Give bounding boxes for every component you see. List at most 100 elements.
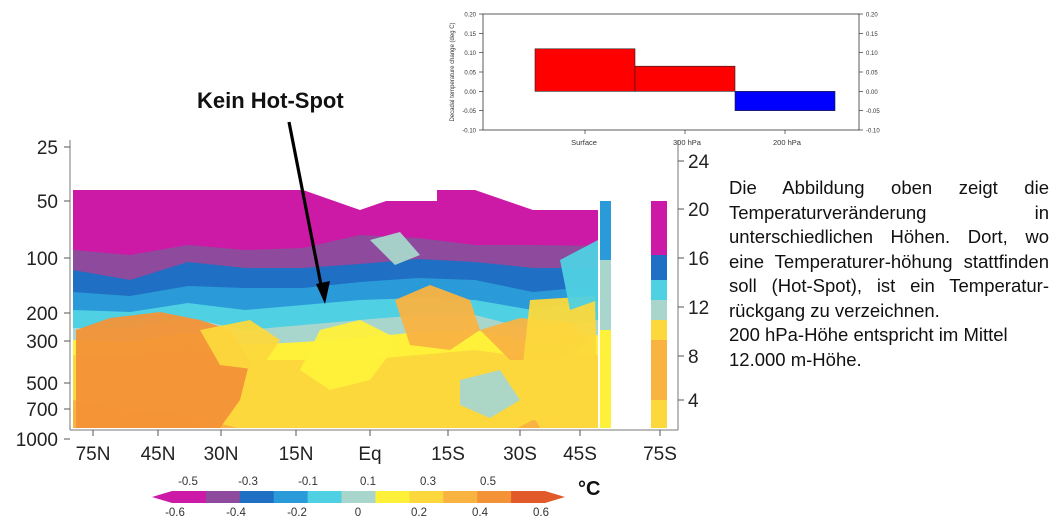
- x-axis-tick-label: 30N: [204, 444, 239, 465]
- left-axis-tick-label: 200: [26, 304, 58, 325]
- heatmap-region: [460, 370, 520, 418]
- bar-category-label: 300 hPa: [673, 138, 702, 147]
- x-axis-tick-label: 75S: [643, 444, 677, 465]
- description-paragraph: Die Abbildung oben zeigt die Temperaturv…: [729, 177, 1049, 321]
- colorbar-arrow-right: [545, 491, 565, 503]
- colorbar-segment: [409, 491, 444, 503]
- colorbar-label-bottom: -0.6: [165, 507, 185, 519]
- left-axis-tick-label: 25: [37, 138, 58, 159]
- bar-y-tick-label-left: 0.15: [464, 32, 476, 38]
- colorbar-segment: [375, 491, 410, 503]
- description-paragraph: 200 hPa-Höhe entspricht im Mittel 12.000…: [729, 324, 1008, 370]
- heatmap-strip-cell: [600, 330, 611, 428]
- arrow-line: [287, 121, 324, 291]
- colorbar-segment: [307, 491, 343, 503]
- x-axis-tick-label: 15S: [431, 444, 465, 465]
- annotation-title: Kein Hot-Spot: [197, 88, 344, 113]
- bar: [634, 65, 736, 92]
- x-axis-tick-label: 15N: [279, 444, 314, 465]
- bar-category-label: Surface: [571, 138, 597, 147]
- colorbar-segment: [511, 491, 546, 503]
- bar-y-tick-label-right: 0.05: [866, 71, 878, 77]
- heatmap-axes: 25 50 100 200 300 500 700 1000 24 20 16 12 8 4 75N 45N 3…: [16, 138, 710, 465]
- colorbar-label-top: -0.1: [298, 476, 318, 488]
- x-axis-tick-label: 45N: [141, 444, 176, 465]
- left-axis-tick-label: 100: [26, 249, 58, 270]
- colorbar: -0.5 -0.3 -0.1 0.1 0.3 0.5 -0.6 -0.4 -0.2 0 0.2 0.4…: [152, 476, 565, 519]
- description-text: Die Abbildung oben zeigt die Temperaturv…: [729, 176, 1049, 372]
- bar-y-tick-label-left: -0.10: [462, 129, 476, 135]
- heatmap-region: [200, 320, 280, 370]
- right-axis-tick-label: 12: [688, 298, 709, 319]
- x-axis-tick-label: 30S: [503, 444, 537, 465]
- colorbar-segment: [205, 491, 241, 503]
- heatmap-region: [395, 285, 480, 350]
- colorbar-label-top: -0.3: [238, 476, 258, 488]
- left-axis-tick-label: 1000: [16, 430, 58, 451]
- bar-y-tick-label-right: -0.10: [866, 129, 880, 135]
- colorbar-segment: [477, 491, 512, 503]
- heatmap-strip-cell: [651, 300, 667, 320]
- heatmap-plot-area: [73, 190, 667, 428]
- colorbar-label-top: 0.3: [420, 476, 436, 488]
- heatmap-strip-75s: [600, 201, 667, 428]
- colorbar-label-bottom: 0.6: [533, 507, 549, 519]
- colorbar-label-bottom: -0.4: [226, 507, 246, 519]
- bar-y-tick-label-right: 0.00: [866, 90, 878, 96]
- colorbar-arrow-left: [152, 491, 172, 503]
- x-axis-tick-label: Eq: [358, 444, 381, 465]
- bar-y-tick-label-right: 0.15: [866, 32, 878, 38]
- colorbar-unit: °C: [578, 478, 601, 500]
- right-axis-tick-label: 20: [688, 200, 709, 221]
- x-axis-tick-label: 45S: [563, 444, 597, 465]
- decadal-change-bar-chart: -0.10 -0.10 -0.05 -0.05 0.00 0.00 0.05 0.05 0.10…: [450, 13, 880, 148]
- bar-category-label: 200 hPa: [773, 138, 802, 147]
- colorbar-label-bottom: 0.4: [472, 507, 489, 519]
- heatmap-strip-cell: [651, 340, 667, 400]
- right-axis-tick-label: 8: [688, 347, 699, 368]
- right-axis-tick-label: 4: [688, 391, 699, 412]
- bar-y-tick-label-right: 0.10: [866, 51, 878, 57]
- bar-y-tick-label-left: 0.10: [464, 51, 476, 57]
- annotation-arrow: [287, 121, 330, 304]
- bar-y-tick-label-left: -0.05: [462, 109, 476, 115]
- colorbar-segment: [443, 491, 478, 503]
- bar: [534, 48, 636, 92]
- colorbar-label-bottom: 0.2: [411, 507, 427, 519]
- heatmap-strip-cell: [651, 201, 667, 255]
- left-axis-tick-label: 700: [26, 400, 58, 421]
- heatmap-region: [370, 232, 420, 265]
- x-axis-tick-label: 75N: [76, 444, 111, 465]
- heatmap-region: [560, 240, 598, 310]
- colorbar-segment: [172, 491, 207, 503]
- colorbar-label-top: 0.1: [360, 476, 376, 488]
- left-axis-tick-label: 500: [26, 374, 58, 395]
- colorbar-segment: [239, 491, 275, 503]
- heatmap-bands: [73, 190, 598, 428]
- colorbar-segment: [273, 491, 309, 503]
- heatmap-strip-cell: [651, 280, 667, 300]
- right-axis-tick-label: 24: [688, 152, 710, 173]
- bar-y-tick-label-left: 0.20: [464, 13, 476, 19]
- colorbar-label-bottom: 0: [355, 507, 361, 519]
- bar-y-tick-label-left: 0.05: [464, 71, 476, 77]
- left-axis-tick-label: 50: [37, 192, 58, 213]
- right-axis-tick-label: 16: [688, 249, 709, 270]
- heatmap-strip-cell: [651, 255, 667, 280]
- bar-y-tick-label-right: -0.05: [866, 109, 880, 115]
- colorbar-label-top: 0.5: [480, 476, 496, 488]
- bar-y-axis-label: Decadal temperature change (deg C): [450, 22, 456, 121]
- left-axis-tick-label: 300: [26, 332, 58, 353]
- colorbar-segment: [341, 491, 376, 503]
- heatmap-region: [520, 296, 598, 428]
- heatmap-region: [300, 320, 400, 390]
- colorbar-label-top: -0.5: [178, 476, 198, 488]
- colorbar-label-bottom: -0.2: [287, 507, 307, 519]
- bar: [734, 91, 836, 111]
- bar-y-tick-label-left: 0.00: [464, 90, 476, 96]
- heatmap-strip-cell: [651, 320, 667, 340]
- heatmap-strip-cell: [651, 400, 667, 428]
- bar-y-tick-label-right: 0.20: [866, 13, 878, 19]
- arrow-head: [316, 281, 330, 304]
